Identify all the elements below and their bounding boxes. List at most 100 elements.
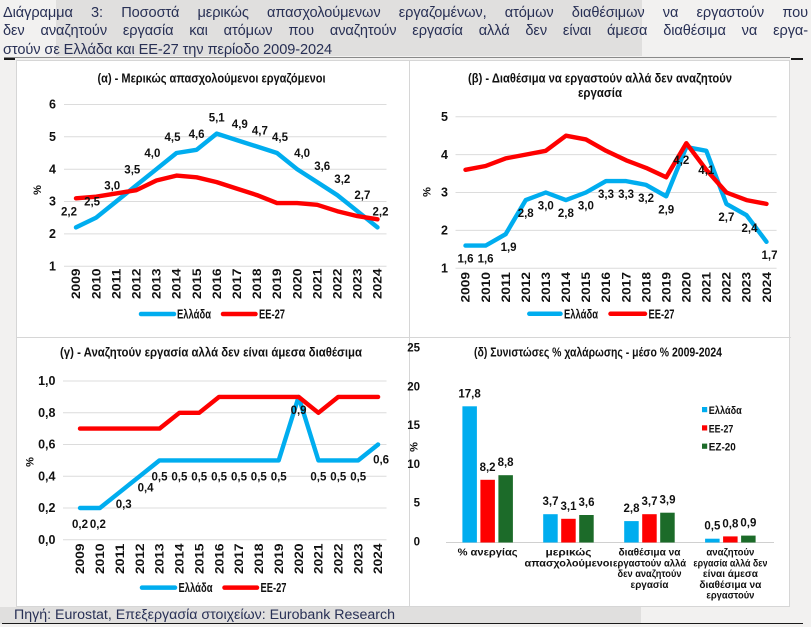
svg-text:2013: 2013 (539, 272, 553, 303)
svg-text:2: 2 (49, 227, 56, 241)
svg-text:μερικώς: μερικώς (546, 547, 593, 559)
svg-text:διαθέσιμα να: διαθέσιμα να (619, 547, 682, 559)
svg-text:2012: 2012 (133, 543, 147, 574)
svg-text:3,6: 3,6 (579, 497, 595, 509)
svg-text:εργαστούν αλλά: εργαστούν αλλά (613, 557, 686, 569)
svg-text:4,0: 4,0 (294, 148, 310, 160)
svg-text:εργασία αλλά δεν: εργασία αλλά δεν (693, 557, 767, 569)
svg-text:2016: 2016 (599, 272, 613, 303)
svg-text:0,6: 0,6 (38, 438, 55, 452)
svg-text:4: 4 (49, 162, 56, 176)
svg-text:Ελλάδα: Ελλάδα (177, 307, 211, 322)
svg-text:25: 25 (407, 343, 420, 355)
svg-text:2,4: 2,4 (742, 223, 759, 235)
svg-text:2019: 2019 (659, 272, 673, 303)
svg-text:6: 6 (49, 98, 56, 112)
svg-text:2016: 2016 (210, 268, 224, 299)
svg-text:2017: 2017 (230, 268, 244, 299)
svg-text:0,5: 0,5 (251, 471, 268, 483)
svg-text:2,2: 2,2 (373, 206, 389, 218)
svg-text:3,2: 3,2 (638, 193, 654, 205)
svg-text:0,5: 0,5 (310, 471, 327, 483)
svg-text:δεν αναζητούν: δεν αναζητούν (618, 568, 682, 580)
svg-text:2018: 2018 (252, 543, 266, 574)
svg-text:0,5: 0,5 (330, 471, 347, 483)
svg-text:εργαστούν: εργαστούν (706, 590, 754, 602)
svg-text:2024: 2024 (371, 543, 385, 574)
svg-text:2,5: 2,5 (84, 197, 101, 209)
svg-text:είναι άμεσα: είναι άμεσα (703, 568, 759, 580)
svg-text:ΕΕ-27: ΕΕ-27 (649, 306, 675, 321)
svg-text:0,8: 0,8 (722, 518, 739, 530)
svg-text:2015: 2015 (192, 543, 206, 574)
svg-text:4,6: 4,6 (189, 129, 205, 141)
svg-text:3,6: 3,6 (314, 161, 330, 173)
svg-text:2021: 2021 (312, 543, 326, 574)
svg-text:2019: 2019 (270, 268, 284, 299)
svg-text:2009: 2009 (73, 543, 87, 574)
svg-text:2013: 2013 (150, 268, 164, 299)
svg-text:2,7: 2,7 (718, 212, 734, 224)
svg-text:0,5: 0,5 (350, 471, 367, 483)
svg-text:0,3: 0,3 (116, 499, 132, 511)
svg-text:2016: 2016 (212, 543, 226, 574)
svg-text:2019: 2019 (272, 543, 286, 574)
svg-text:2012: 2012 (519, 272, 533, 303)
svg-text:4,0: 4,0 (144, 148, 160, 160)
svg-text:0,4: 0,4 (38, 470, 55, 484)
svg-text:Ελλάδα: Ελλάδα (179, 580, 213, 595)
svg-text:2,8: 2,8 (558, 208, 575, 220)
svg-text:διαθέσιμα να: διαθέσιμα να (699, 579, 762, 591)
svg-text:2020: 2020 (680, 272, 694, 303)
svg-text:0,5: 0,5 (171, 471, 188, 483)
svg-text:2020: 2020 (292, 543, 306, 574)
svg-text:2014: 2014 (559, 272, 573, 303)
svg-text:3,3: 3,3 (598, 189, 614, 201)
svg-text:8,8: 8,8 (498, 457, 515, 469)
svg-text:2017: 2017 (619, 272, 633, 303)
svg-text:ΕΕ-27: ΕΕ-27 (261, 580, 287, 595)
svg-text:5,1: 5,1 (209, 113, 226, 125)
svg-text:0,0: 0,0 (38, 533, 55, 547)
svg-text:2022: 2022 (332, 543, 346, 574)
svg-text:0,2: 0,2 (38, 501, 55, 515)
svg-text:2014: 2014 (170, 268, 184, 299)
svg-text:εργασία: εργασία (578, 86, 622, 100)
svg-text:0,5: 0,5 (704, 521, 721, 533)
svg-text:3,3: 3,3 (618, 189, 634, 201)
svg-text:8,2: 8,2 (480, 462, 496, 474)
svg-text:3,0: 3,0 (538, 201, 554, 213)
svg-text:2,2: 2,2 (61, 206, 77, 218)
svg-text:2010: 2010 (93, 543, 107, 574)
svg-text:0,2: 0,2 (90, 519, 106, 531)
svg-text:2015: 2015 (579, 272, 593, 303)
svg-text:2024: 2024 (760, 272, 774, 303)
svg-text:(α) - Μερικώς απασχολούμενοι ε: (α) - Μερικώς απασχολούμενοι εργαζόμενοι (98, 72, 326, 86)
svg-text:0,6: 0,6 (373, 455, 389, 467)
svg-text:Ελλάδα: Ελλάδα (709, 405, 742, 417)
svg-text:2018: 2018 (639, 272, 653, 303)
svg-text:1,9: 1,9 (501, 242, 517, 254)
svg-text:2010: 2010 (479, 272, 493, 303)
svg-text:1,0: 1,0 (38, 374, 55, 388)
svg-text:3,5: 3,5 (124, 164, 141, 176)
svg-text:% ανεργίας: % ανεργίας (458, 547, 519, 559)
svg-text:%: % (422, 187, 434, 197)
svg-text:2009: 2009 (69, 268, 83, 299)
svg-text:4,1: 4,1 (698, 165, 715, 177)
svg-text:10: 10 (407, 459, 420, 471)
svg-text:0,5: 0,5 (231, 471, 248, 483)
svg-text:2011: 2011 (113, 543, 127, 574)
svg-text:1,7: 1,7 (762, 250, 778, 262)
svg-text:4,5: 4,5 (165, 132, 182, 144)
svg-text:0,9: 0,9 (740, 518, 756, 530)
svg-text:2014: 2014 (173, 543, 187, 574)
svg-text:2020: 2020 (290, 268, 304, 299)
svg-text:2010: 2010 (89, 268, 103, 299)
svg-text:%: % (32, 185, 44, 195)
svg-text:3: 3 (49, 195, 56, 209)
svg-text:3,7: 3,7 (543, 496, 559, 508)
svg-text:20: 20 (407, 381, 420, 393)
svg-text:4,2: 4,2 (673, 155, 689, 167)
svg-text:2,8: 2,8 (518, 208, 535, 220)
